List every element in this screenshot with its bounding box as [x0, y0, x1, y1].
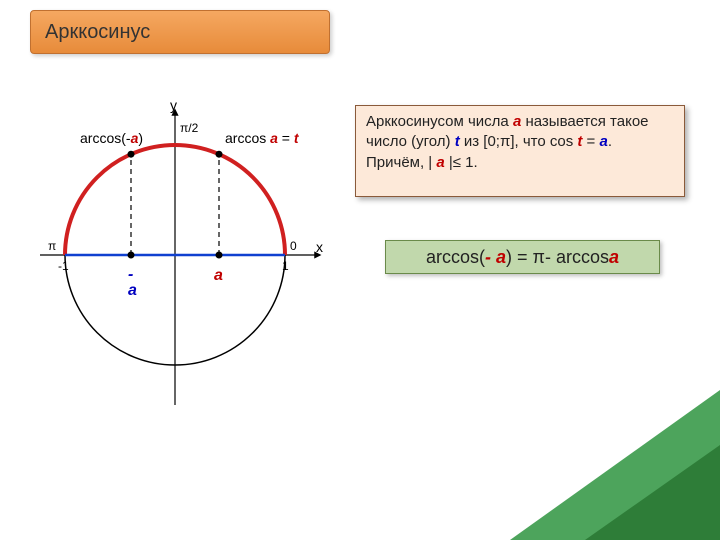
tick-pi2: π/2 — [180, 121, 198, 135]
tick-plus1: 1 — [282, 259, 289, 273]
tick-zero: 0 — [290, 239, 297, 253]
a-value-label: a — [214, 267, 223, 285]
def-a3: а — [436, 154, 444, 171]
slide-title-box: Арккосинус — [30, 10, 330, 54]
def-text: |≤ 1. — [445, 154, 478, 171]
def-text: из [0;π], что — [460, 133, 550, 150]
def-eq: = — [582, 133, 599, 150]
def-text: Арккосинусом числа — [366, 113, 513, 130]
def-dot: . — [608, 133, 612, 150]
slide-title: Арккосинус — [45, 21, 150, 44]
formula-p2: ) = π- arccos — [506, 247, 609, 268]
y-axis-label: y — [170, 97, 177, 113]
neg-a-value-label: -a — [128, 267, 148, 299]
label-arccos-neg-a: arccos(-a) — [80, 130, 143, 146]
label-arccos-a: arccos a = t — [225, 130, 315, 146]
def-text: Причём, | — [366, 154, 436, 171]
formula-a: a — [609, 247, 619, 268]
formula-p1: arccos( — [426, 247, 485, 268]
formula-box: arccos(- a) = π- arccos a — [385, 240, 660, 274]
decoration-triangle-dark-icon — [585, 445, 720, 540]
unit-circle-diagram: y x -1 1 0 π π/2 arccos(-a) arccos a = t… — [20, 95, 330, 425]
def-a2: a — [599, 133, 607, 150]
tick-pi: π — [48, 239, 56, 253]
formula-neg-a: - a — [485, 247, 506, 268]
x-axis-label: x — [316, 239, 323, 255]
tick-minus1: -1 — [58, 259, 69, 273]
definition-box: Арккосинусом числа а называется такое чи… — [355, 105, 685, 197]
def-cos: cos — [550, 133, 578, 150]
